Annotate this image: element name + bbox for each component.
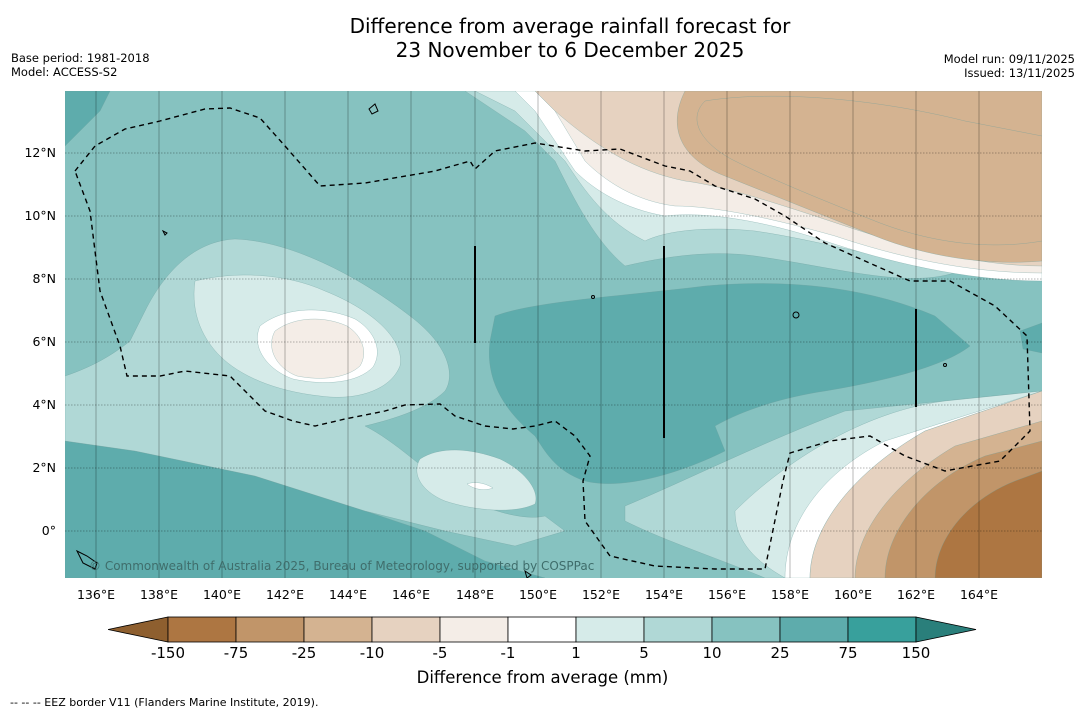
colorbar-box-10-25 bbox=[711, 616, 781, 643]
lon-tick: 150°E bbox=[518, 587, 557, 602]
colorbar-box-1-5 bbox=[575, 616, 645, 643]
lon-tick: 146°E bbox=[391, 587, 430, 602]
colorbar-label: 5 bbox=[639, 644, 649, 662]
colorbar-label: 1 bbox=[571, 644, 581, 662]
colorbar-box-m75-m25 bbox=[235, 616, 305, 643]
band-m1-1-south bbox=[466, 482, 494, 490]
lat-tick: 0° bbox=[41, 523, 56, 538]
band-m5-m1-west bbox=[271, 318, 364, 379]
lon-tick: 160°E bbox=[833, 587, 872, 602]
lon-tick: 140°E bbox=[202, 587, 241, 602]
colorbar-box-m5-m1 bbox=[439, 616, 509, 643]
band-1-5-south bbox=[416, 449, 537, 511]
lon-tick: 136°E bbox=[76, 587, 115, 602]
lon-tick: 162°E bbox=[896, 587, 935, 602]
colorbar-label: 10 bbox=[702, 644, 722, 662]
lon-tick: 138°E bbox=[139, 587, 178, 602]
meta-left: Base period: 1981-2018 Model: ACCESS-S2 bbox=[11, 51, 150, 79]
lat-gridlines bbox=[65, 152, 1042, 532]
issued-label: Issued: 13/11/2025 bbox=[964, 66, 1075, 80]
band-m150-m75-se bbox=[934, 470, 1042, 578]
colorbar-box-75-150 bbox=[847, 616, 917, 643]
eez-vertical-lines bbox=[474, 246, 917, 438]
title-line-1: Difference from average rainfall forecas… bbox=[349, 14, 791, 38]
chart-title: Difference from average rainfall forecas… bbox=[0, 14, 1085, 62]
lon-tick: 164°E bbox=[959, 587, 998, 602]
lon-tick: 158°E bbox=[770, 587, 809, 602]
lon-tick: 156°E bbox=[707, 587, 746, 602]
lat-tick: 6°N bbox=[32, 334, 56, 349]
lon-tick: 152°E bbox=[581, 587, 620, 602]
colorbar-box-m25-m10 bbox=[303, 616, 373, 643]
colorbar-label: -10 bbox=[359, 644, 385, 662]
colorbar-box-m150-m75 bbox=[167, 616, 237, 643]
colorbar-label: -150 bbox=[150, 644, 186, 662]
colorbar-box-m10-m5 bbox=[371, 616, 441, 643]
colorbar-arrow-high bbox=[915, 616, 977, 643]
band-25-75-east bbox=[1019, 322, 1042, 354]
copyright-text: © Commonwealth of Australia 2025, Bureau… bbox=[89, 559, 594, 573]
lat-tick: 4°N bbox=[32, 397, 56, 412]
lat-tick: 12°N bbox=[24, 145, 56, 160]
colorbar-box-5-10 bbox=[643, 616, 713, 643]
colorbar-box-m1-1 bbox=[507, 616, 577, 643]
lat-tick: 2°N bbox=[32, 460, 56, 475]
colorbar-label: 150 bbox=[901, 644, 931, 662]
colorbar-label: -1 bbox=[500, 644, 516, 662]
model-run-label: Model run: 09/11/2025 bbox=[943, 52, 1075, 66]
colorbar-label: -75 bbox=[223, 644, 249, 662]
colorbar-label: 75 bbox=[838, 644, 858, 662]
colorbar-arrow-low bbox=[108, 616, 169, 643]
island-outlines bbox=[75, 103, 947, 578]
colorbar-label: 25 bbox=[770, 644, 790, 662]
lon-tick: 144°E bbox=[328, 587, 367, 602]
colorbar-label: -25 bbox=[291, 644, 317, 662]
eez-boundary-lines bbox=[74, 107, 1031, 570]
colorbar-title: Difference from average (mm) bbox=[416, 668, 669, 687]
eez-footnote: -- -- -- EEZ border V11 (Flanders Marine… bbox=[10, 696, 319, 709]
colorbar bbox=[108, 616, 977, 643]
model-label: Model: ACCESS-S2 bbox=[11, 65, 118, 79]
band-25-75-central bbox=[488, 283, 971, 484]
colorbar-box-25-75 bbox=[779, 616, 849, 643]
lon-tick: 142°E bbox=[265, 587, 304, 602]
rainfall-map: © Commonwealth of Australia 2025, Bureau… bbox=[65, 91, 1042, 578]
band-m75-m25-north bbox=[696, 95, 1042, 246]
band-25-75-corner bbox=[65, 91, 111, 147]
lat-tick: 8°N bbox=[32, 271, 56, 286]
lat-tick: 10°N bbox=[24, 208, 56, 223]
colorbar-label: -5 bbox=[432, 644, 448, 662]
meta-right: Model run: 09/11/2025 Issued: 13/11/2025 bbox=[944, 52, 1075, 80]
lon-tick: 148°E bbox=[455, 587, 494, 602]
base-period-label: Base period: 1981-2018 bbox=[11, 51, 150, 65]
lon-tick: 154°E bbox=[644, 587, 683, 602]
title-line-2: 23 November to 6 December 2025 bbox=[395, 38, 745, 62]
